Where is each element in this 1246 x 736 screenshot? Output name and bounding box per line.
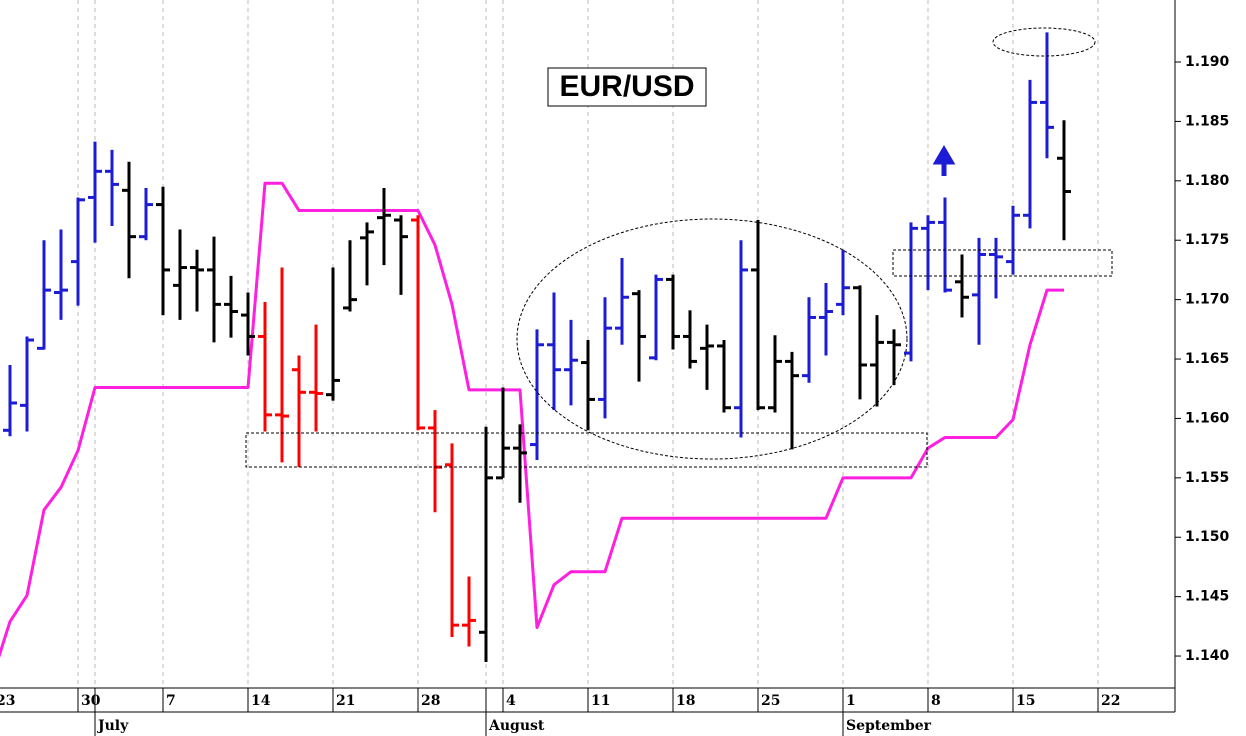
- y-tick-label: 1.165: [1185, 351, 1229, 367]
- annotation-ellipse: [516, 218, 908, 460]
- x-tick-label: 15: [1016, 693, 1035, 709]
- month-label: August: [488, 718, 545, 734]
- y-tick-label: 1.190: [1185, 54, 1230, 70]
- month-label: July: [96, 718, 129, 734]
- x-tick-label: 22: [1101, 693, 1120, 709]
- plot-area: [0, 32, 1071, 662]
- x-tick-label: 11: [591, 693, 610, 709]
- y-tick-label: 1.180: [1185, 173, 1230, 189]
- y-tick-label: 1.185: [1185, 113, 1229, 129]
- x-tick-label: 23: [0, 693, 15, 709]
- y-tick-label: 1.175: [1185, 232, 1229, 248]
- x-tick-label: 14: [251, 693, 271, 709]
- y-tick-label: 1.170: [1185, 292, 1230, 308]
- up-arrow: [932, 145, 956, 176]
- y-tick-label: 1.155: [1185, 470, 1229, 486]
- x-tick-label: 1: [846, 693, 856, 709]
- title-box: [547, 67, 707, 107]
- x-tick-label: 21: [336, 693, 355, 709]
- x-tick-label: 25: [761, 693, 780, 709]
- x-tick-label: 7: [166, 693, 176, 709]
- x-tick-label: 28: [421, 693, 440, 709]
- x-tick-label: 30: [81, 693, 101, 709]
- y-tick-label: 1.160: [1185, 410, 1230, 426]
- chart-title: EUR/USD: [559, 70, 694, 103]
- x-tick-label: 18: [676, 693, 695, 709]
- annotation-box: [245, 432, 928, 468]
- y-tick-label: 1.150: [1185, 529, 1230, 545]
- x-tick-label: 8: [931, 693, 941, 709]
- month-label: September: [846, 718, 932, 734]
- y-tick-label: 1.145: [1185, 589, 1229, 605]
- annotation-ellipse: [992, 27, 1096, 57]
- annotation-box: [892, 249, 1113, 277]
- indicator-line: [0, 181, 1064, 658]
- y-tick-label: 1.140: [1185, 648, 1230, 664]
- x-tick-label: 4: [506, 693, 516, 709]
